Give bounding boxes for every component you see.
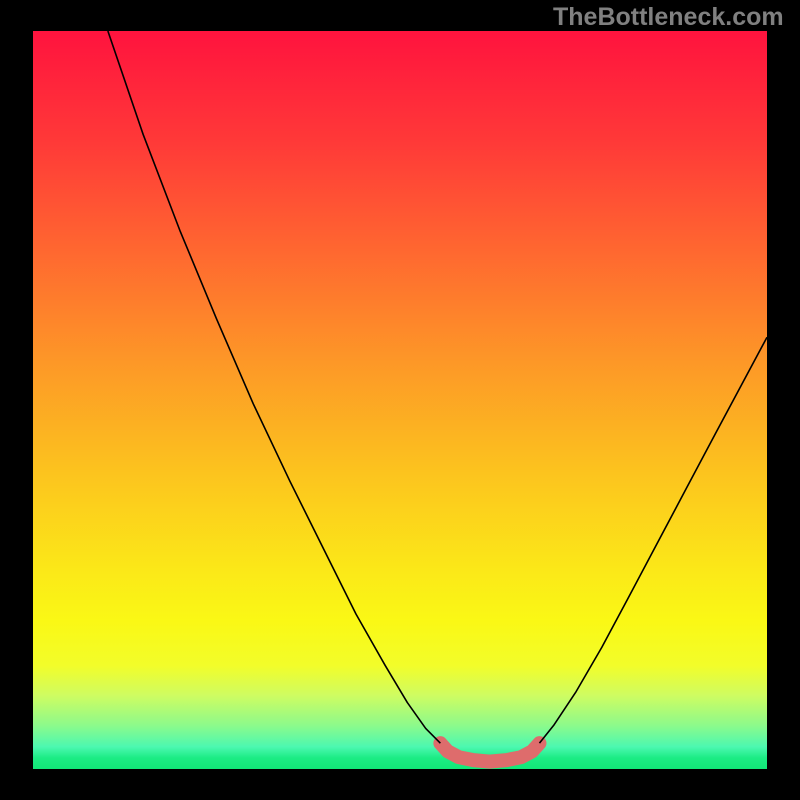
gradient-bg — [33, 31, 767, 769]
plot-area — [33, 31, 767, 769]
chart-frame: TheBottleneck.com — [0, 0, 800, 800]
watermark-text: TheBottleneck.com — [553, 3, 784, 32]
